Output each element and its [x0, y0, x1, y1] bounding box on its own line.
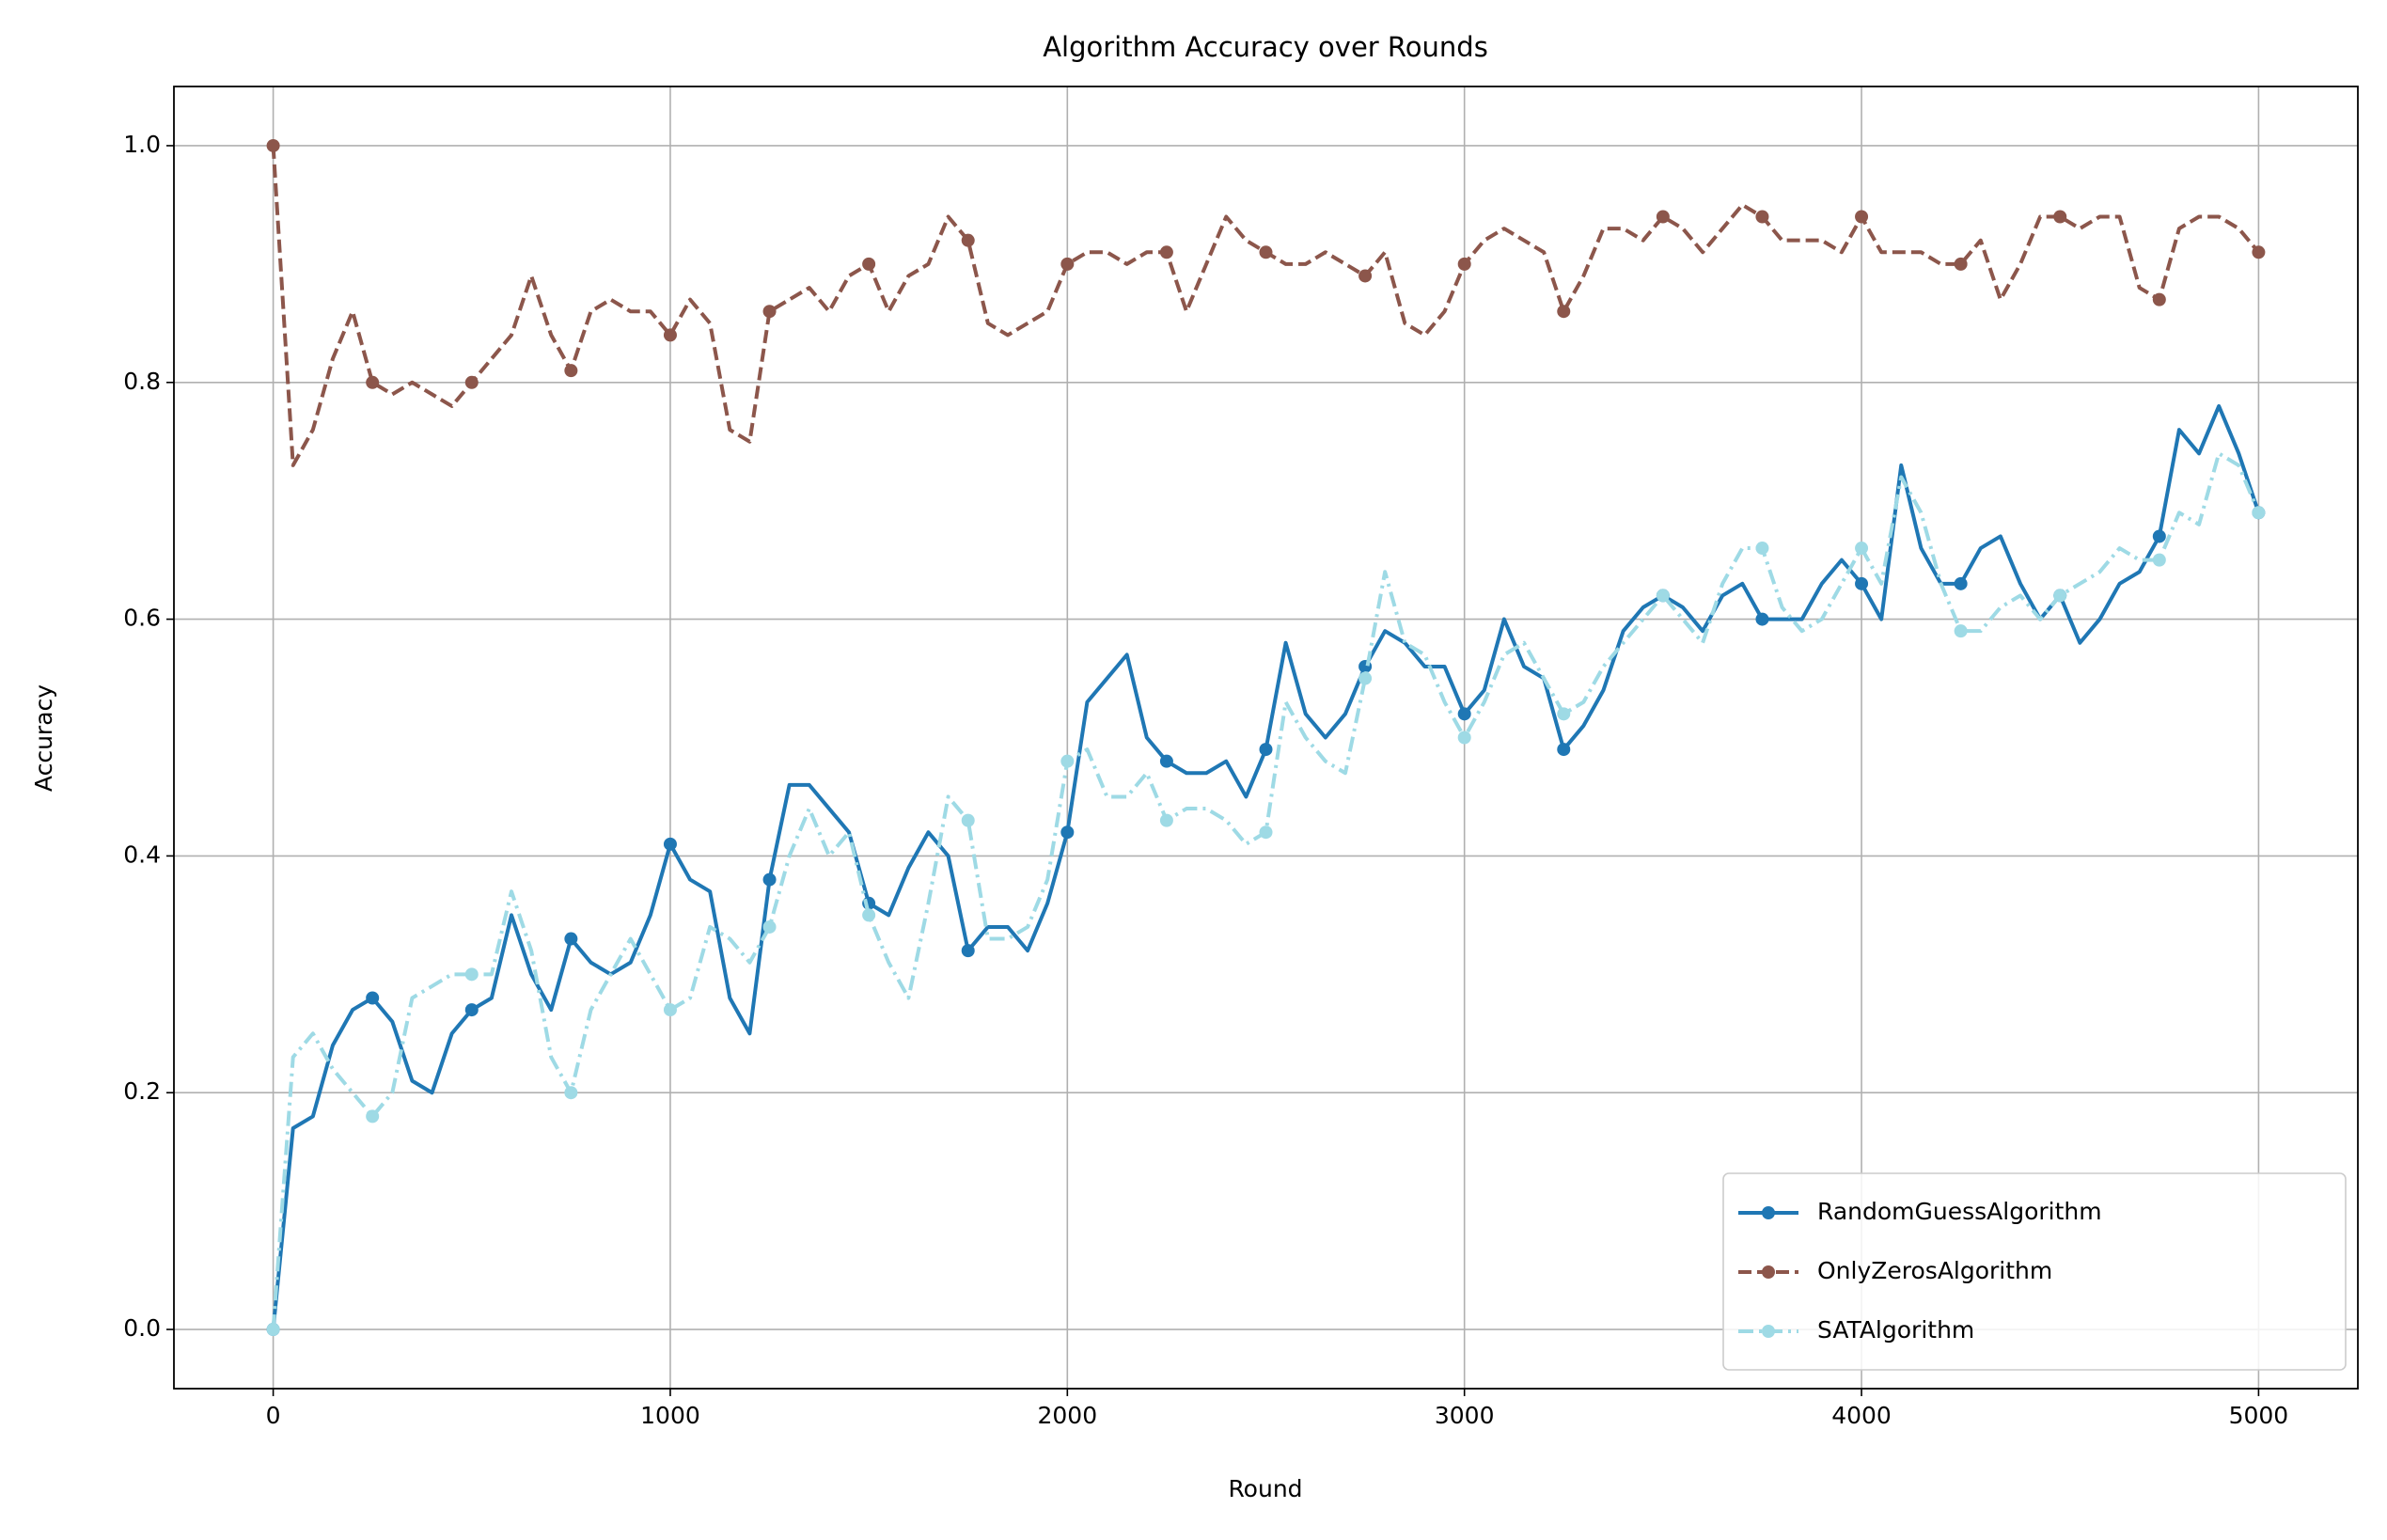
- series-marker: [2053, 589, 2067, 603]
- series-marker: [564, 364, 578, 378]
- legend-marker: [1762, 1325, 1775, 1338]
- legend-label: RandomGuessAlgorithm: [1817, 1198, 2102, 1225]
- series-marker: [1457, 731, 1471, 745]
- legend-marker: [1762, 1265, 1775, 1279]
- series-marker: [266, 138, 280, 152]
- series-marker: [663, 1003, 677, 1017]
- series-marker: [2252, 245, 2266, 259]
- series-marker: [366, 375, 380, 389]
- series-marker: [1159, 754, 1173, 768]
- series-marker: [1557, 305, 1571, 319]
- series-marker: [1259, 743, 1273, 757]
- x-tick-label: 3000: [1435, 1402, 1495, 1429]
- x-tick-label: 5000: [2229, 1402, 2289, 1429]
- legend-marker: [1762, 1206, 1775, 1219]
- series-marker: [1060, 754, 1075, 768]
- series-marker: [862, 257, 876, 271]
- series-marker: [1855, 210, 1869, 224]
- series-marker: [1358, 269, 1373, 283]
- series-marker: [1259, 825, 1273, 840]
- chart-title: Algorithm Accuracy over Rounds: [1043, 31, 1488, 63]
- y-axis-label: Accuracy: [30, 684, 57, 792]
- series-marker: [366, 991, 380, 1005]
- plot-frame: [173, 86, 2359, 1390]
- series-marker: [1954, 624, 1968, 638]
- series-marker: [1755, 210, 1769, 224]
- series-marker: [1159, 813, 1173, 827]
- series-marker: [2152, 292, 2166, 306]
- series-marker: [663, 328, 677, 342]
- y-tick-label: 0.2: [123, 1077, 161, 1105]
- series-marker: [464, 1003, 479, 1017]
- series-marker: [1060, 257, 1075, 271]
- y-tick-label: 0.0: [123, 1314, 161, 1342]
- legend-label: OnlyZerosAlgorithm: [1817, 1257, 2052, 1284]
- series-marker: [961, 944, 975, 958]
- series-marker: [862, 908, 876, 922]
- series-marker: [762, 305, 777, 319]
- series-marker: [663, 837, 677, 851]
- series-marker: [1457, 257, 1471, 271]
- series-marker: [762, 919, 777, 934]
- series-marker: [2152, 529, 2166, 543]
- series-marker: [1755, 542, 1769, 556]
- series-marker: [1557, 743, 1571, 757]
- series-marker: [1656, 589, 1670, 603]
- series-marker: [961, 233, 975, 247]
- series-marker: [1855, 542, 1869, 556]
- series-marker: [2152, 553, 2166, 567]
- y-tick-label: 0.6: [123, 605, 161, 632]
- y-tick-label: 1.0: [123, 131, 161, 158]
- series-marker: [564, 932, 578, 946]
- series-marker: [2252, 506, 2266, 520]
- x-tick-label: 1000: [640, 1402, 700, 1429]
- series-marker: [1656, 210, 1670, 224]
- legend-label: SATAlgorithm: [1817, 1316, 1974, 1344]
- series-marker: [762, 872, 777, 887]
- y-tick-label: 0.8: [123, 368, 161, 395]
- x-axis-label: Round: [1228, 1475, 1302, 1502]
- series-marker: [266, 1323, 280, 1337]
- series-marker: [464, 967, 479, 982]
- series-marker: [2053, 210, 2067, 224]
- series-marker: [1358, 671, 1373, 685]
- series-marker: [1954, 576, 1968, 590]
- series-marker: [464, 375, 479, 389]
- x-tick-label: 0: [266, 1402, 281, 1429]
- series-marker: [961, 813, 975, 827]
- series-marker: [1954, 257, 1968, 271]
- y-tick-label: 0.4: [123, 841, 161, 868]
- legend-box: [1722, 1172, 2347, 1371]
- series-marker: [1855, 576, 1869, 590]
- series-marker: [1755, 612, 1769, 626]
- series-marker: [1259, 245, 1273, 259]
- series-marker: [366, 1109, 380, 1124]
- series-marker: [1557, 707, 1571, 721]
- series-marker: [1159, 245, 1173, 259]
- series-marker: [1060, 825, 1075, 840]
- series-marker: [564, 1086, 578, 1100]
- x-tick-label: 4000: [1831, 1402, 1892, 1429]
- series-marker: [1457, 707, 1471, 721]
- x-tick-label: 2000: [1038, 1402, 1098, 1429]
